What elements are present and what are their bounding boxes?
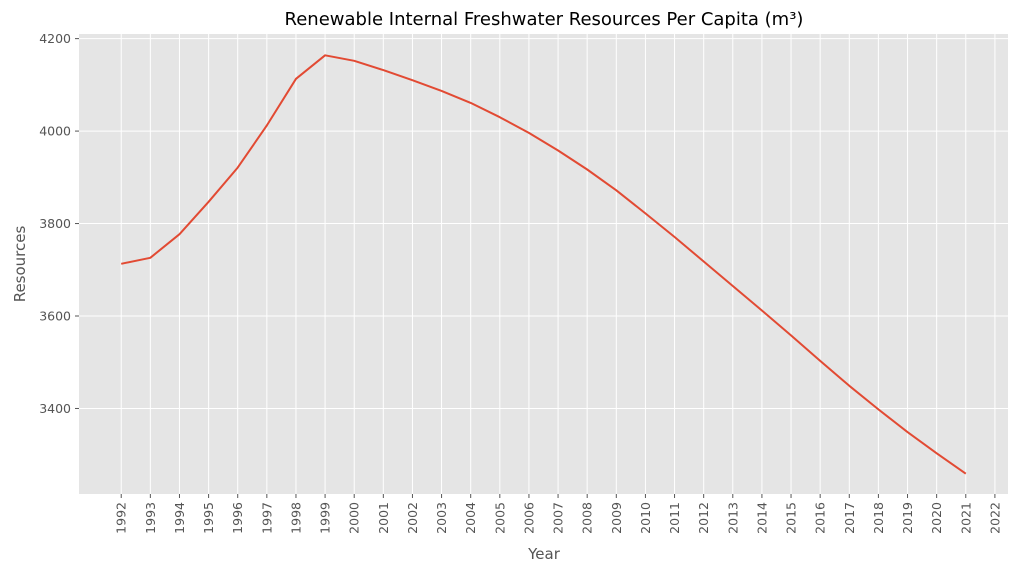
x-tick-label: 2019 bbox=[900, 502, 915, 534]
x-tick-label: 1994 bbox=[172, 502, 187, 534]
x-tick-label: 2012 bbox=[696, 502, 711, 534]
x-tick-label: 2009 bbox=[609, 502, 624, 534]
y-axis-ticks: 3400 3600 3800 4000 4200 bbox=[39, 31, 79, 416]
x-tick-label: 2007 bbox=[551, 502, 566, 534]
x-axis-label: Year bbox=[527, 545, 561, 563]
x-tick-label: 1996 bbox=[230, 502, 245, 534]
x-gridlines bbox=[120, 34, 996, 494]
x-tick-label: 2004 bbox=[463, 502, 478, 534]
y-gridlines bbox=[79, 38, 1008, 409]
x-tick-label: 2006 bbox=[521, 502, 536, 534]
x-axis-ticks: 1992 1993 1994 1995 1996 1997 1998 1999 2000 2001… bbox=[114, 494, 1002, 534]
x-tick-label: 1998 bbox=[288, 502, 303, 534]
x-tick-label: 2020 bbox=[929, 502, 944, 534]
x-tick-label: 1992 bbox=[114, 502, 129, 534]
series-line bbox=[120, 54, 967, 475]
x-tick-label: 2011 bbox=[667, 502, 682, 534]
x-tick-label: 2015 bbox=[784, 502, 799, 534]
x-tick-label: 2000 bbox=[347, 502, 362, 534]
x-tick-label: 2001 bbox=[376, 502, 391, 534]
chart-title: Renewable Internal Freshwater Resources … bbox=[285, 9, 804, 30]
plot-area bbox=[79, 34, 1008, 494]
x-tick-label: 2016 bbox=[813, 502, 828, 534]
x-tick-label: 2014 bbox=[754, 502, 769, 534]
x-tick-label: 1993 bbox=[143, 502, 158, 534]
x-tick-label: 2005 bbox=[492, 502, 507, 534]
x-tick-label: 1997 bbox=[259, 502, 274, 534]
x-tick-label: 2002 bbox=[405, 502, 420, 534]
x-tick-label: 1995 bbox=[201, 502, 216, 534]
x-tick-label: 2008 bbox=[580, 502, 595, 534]
y-tick-label: 4200 bbox=[39, 31, 71, 46]
x-tick-label: 2017 bbox=[842, 502, 857, 534]
y-axis-label: Resources bbox=[11, 226, 29, 303]
y-tick-label: 4000 bbox=[39, 124, 71, 139]
x-tick-label: 2022 bbox=[987, 502, 1002, 534]
y-tick-label: 3800 bbox=[39, 216, 71, 231]
x-tick-label: 2003 bbox=[434, 502, 449, 534]
y-tick-label: 3400 bbox=[39, 401, 71, 416]
x-tick-label: 2018 bbox=[871, 502, 886, 534]
x-tick-label: 2021 bbox=[958, 502, 973, 534]
x-tick-label: 2010 bbox=[638, 502, 653, 534]
y-tick-label: 3600 bbox=[39, 309, 71, 324]
x-tick-label: 2013 bbox=[725, 502, 740, 534]
x-tick-label: 1999 bbox=[318, 502, 333, 534]
